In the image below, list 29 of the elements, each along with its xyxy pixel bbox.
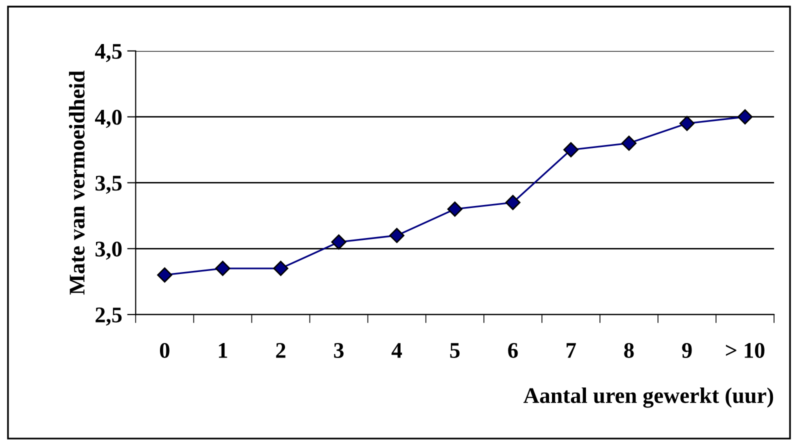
x-tick-label: 0 [160, 342, 170, 358]
point [389, 228, 404, 244]
x-tick-label: 1 [218, 343, 228, 358]
x-tick-label: 5 [450, 343, 460, 358]
x-tick-label: 9 [682, 343, 692, 358]
y-tick-label: 3,5 [96, 176, 122, 194]
point [447, 202, 462, 217]
x-tick-label: 2 [276, 343, 286, 358]
y-tick-label: 2,5 [96, 308, 122, 326]
x-tick-label: 6 [508, 343, 518, 358]
point [621, 136, 637, 151]
y-tick-label: 3,0 [96, 242, 122, 260]
point [157, 267, 172, 283]
x-tick-label: 4 [392, 343, 402, 358]
x-axis-title: Aantal uren gewerkt (uur) [523, 387, 774, 408]
point [505, 194, 520, 210]
point [331, 234, 346, 250]
point [563, 142, 579, 158]
point [679, 116, 695, 131]
x-tick-label: 8 [624, 342, 634, 358]
point [737, 109, 753, 124]
point [273, 260, 288, 276]
y-tick-label: 4,5 [94, 44, 122, 62]
y-tick-label: 4,0 [94, 110, 122, 128]
x-tick-label: > 10 [726, 342, 764, 358]
x-tick-label: 3 [334, 343, 344, 358]
point [215, 260, 230, 276]
y-axis-title: Mate van vermoeidheid [68, 70, 85, 295]
x-tick-label: 7 [566, 343, 576, 358]
